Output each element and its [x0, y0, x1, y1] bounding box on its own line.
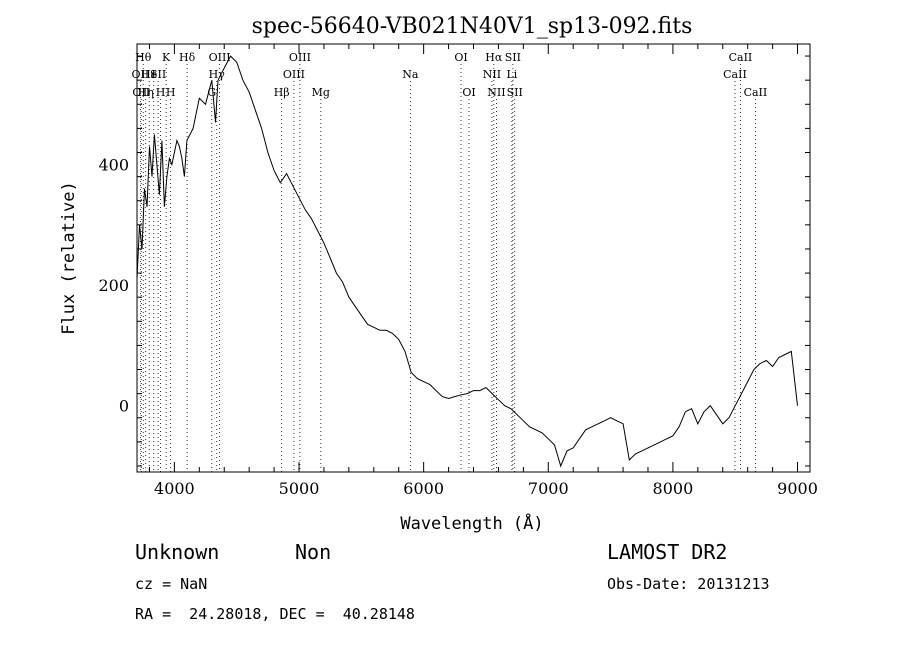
line-marker-label: SII — [505, 51, 521, 64]
y-axis-label: Flux (relative) — [59, 181, 79, 335]
object-class: Unknown — [135, 540, 220, 564]
line-marker-label: Li — [506, 68, 517, 81]
line-marker-label: G — [207, 86, 216, 99]
line-marker-label: CaII — [723, 68, 747, 81]
x-axis-label: Wavelength (Å) — [400, 512, 543, 534]
line-marker-label: OI — [462, 86, 475, 99]
spectrum-line — [136, 55, 798, 468]
plot-frame — [136, 43, 811, 473]
x-tick-label: 5000 — [279, 479, 320, 498]
x-tick-label: 6000 — [403, 479, 444, 498]
line-marker-label: Hα — [485, 51, 503, 64]
plot-area — [136, 55, 798, 468]
line-marker-label: H — [166, 86, 176, 99]
line-marker-label: He — [141, 68, 157, 81]
line-marker-label: Hη — [138, 86, 154, 99]
redshift-cz: cz = NaN — [135, 575, 208, 593]
line-marker-label: NII — [483, 68, 501, 81]
line-marker-label: Mg — [312, 86, 330, 99]
line-marker-label: OII — [132, 68, 150, 81]
x-tick-label: 9000 — [777, 479, 818, 498]
x-tick-label: 4000 — [154, 479, 195, 498]
x-tick-label: 7000 — [528, 479, 569, 498]
chart-title: spec-56640-VB021N40V1_sp13-092.fits — [252, 14, 693, 39]
line-marker-label: CaII — [729, 51, 753, 64]
line-marker-label: OIII — [283, 68, 305, 81]
line-marker-label: NII — [487, 86, 505, 99]
survey-name: LAMOST DR2 — [607, 540, 728, 564]
object-subclass: Non — [295, 540, 332, 564]
line-marker-label: Hδ — [179, 51, 196, 64]
line-marker-label: OIII — [209, 51, 231, 64]
line-marker-label: OIII — [289, 51, 311, 64]
coordinates: RA = 24.28018, DEC = 40.28148 — [135, 605, 415, 623]
line-marker-label: OI — [454, 51, 467, 64]
line-marker-label: SII — [150, 68, 166, 81]
line-marker-label: H — [156, 86, 166, 99]
line-marker-label: Hθ — [135, 51, 152, 64]
line-marker-label: Na — [402, 68, 419, 81]
line-marker-label: K — [162, 51, 171, 64]
y-tick-label: 200 — [98, 276, 129, 295]
line-marker-label: CaII — [744, 86, 768, 99]
y-tick-label: 0 — [119, 397, 129, 416]
x-tick-label: 8000 — [653, 479, 694, 498]
observation-date: Obs-Date: 20131213 — [607, 575, 770, 593]
line-marker-label: I — [152, 68, 156, 81]
axes: 4000 5000 6000 7000 8000 9000 0 200 400 — [98, 43, 818, 498]
line-markers: OIIOIIHθHηHeISIIHKHHδGHγOIIIHβOIIIOIIIMg… — [132, 51, 768, 472]
y-tick-label: 400 — [98, 156, 129, 175]
line-marker-label: SII — [507, 86, 523, 99]
line-marker-label: Hγ — [209, 68, 226, 81]
line-marker-label: Hβ — [274, 86, 290, 99]
